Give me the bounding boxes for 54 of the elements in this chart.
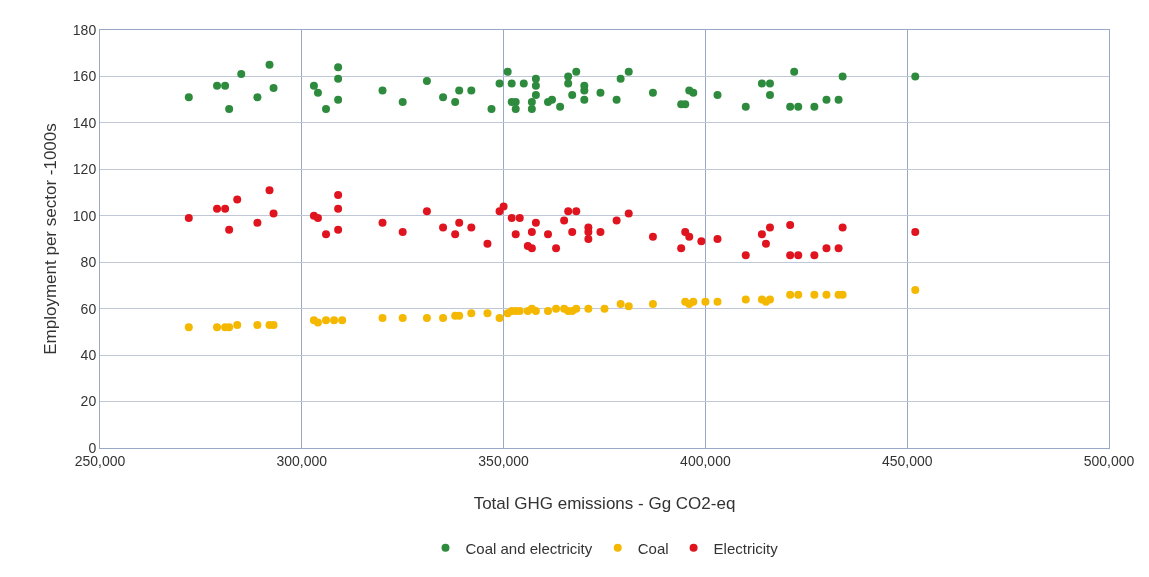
point [467,309,476,318]
legend-label: Coal and electricity [465,539,593,557]
point [313,318,322,327]
point [761,297,770,306]
point [422,313,431,322]
point [911,286,920,295]
y-tick-label: 80 [80,254,97,271]
point [810,290,819,299]
y-tick-label: 60 [80,300,97,317]
point [330,316,339,325]
y-tick-label: 100 [72,207,97,224]
point [624,302,633,311]
point [439,313,448,322]
y-axis-title: Employment per sector -1000s [41,123,60,355]
point [483,309,492,318]
x-axis-title: Total GHG emissions - Gg CO2-eq [473,494,736,513]
point [531,306,540,315]
point [184,323,193,332]
point [713,297,722,306]
point [552,304,561,313]
y-tick-label: 140 [72,114,97,131]
point [616,300,625,309]
x-tick-label: 450,000 [881,452,933,469]
point [648,300,657,309]
point [741,295,750,304]
x-tick-label: 300,000 [276,452,328,469]
x-tick-label: 350,000 [478,452,530,469]
point [701,297,710,306]
point [794,290,803,299]
point [378,313,387,322]
point [786,290,795,299]
point [213,323,222,332]
y-tick-label: 120 [72,161,97,178]
point [544,306,552,315]
point [495,313,504,322]
x-tick-label: 400,000 [680,452,731,469]
point [398,313,407,322]
point [253,320,262,329]
point [568,306,577,315]
y-tick-label: 40 [80,347,97,364]
point [584,304,593,313]
point [689,297,698,306]
point [233,320,242,329]
y-tick-label: 160 [72,68,97,85]
y-tick-label: 20 [80,393,97,410]
point [338,316,347,325]
point [225,323,234,332]
point [600,304,609,313]
point [322,316,331,325]
y-tick-label: 180 [72,21,97,38]
legend-label: Coal [637,539,669,557]
legend-label: Electricity [713,539,779,557]
x-tick-label: 500,000 [1083,452,1135,469]
point [822,290,831,299]
